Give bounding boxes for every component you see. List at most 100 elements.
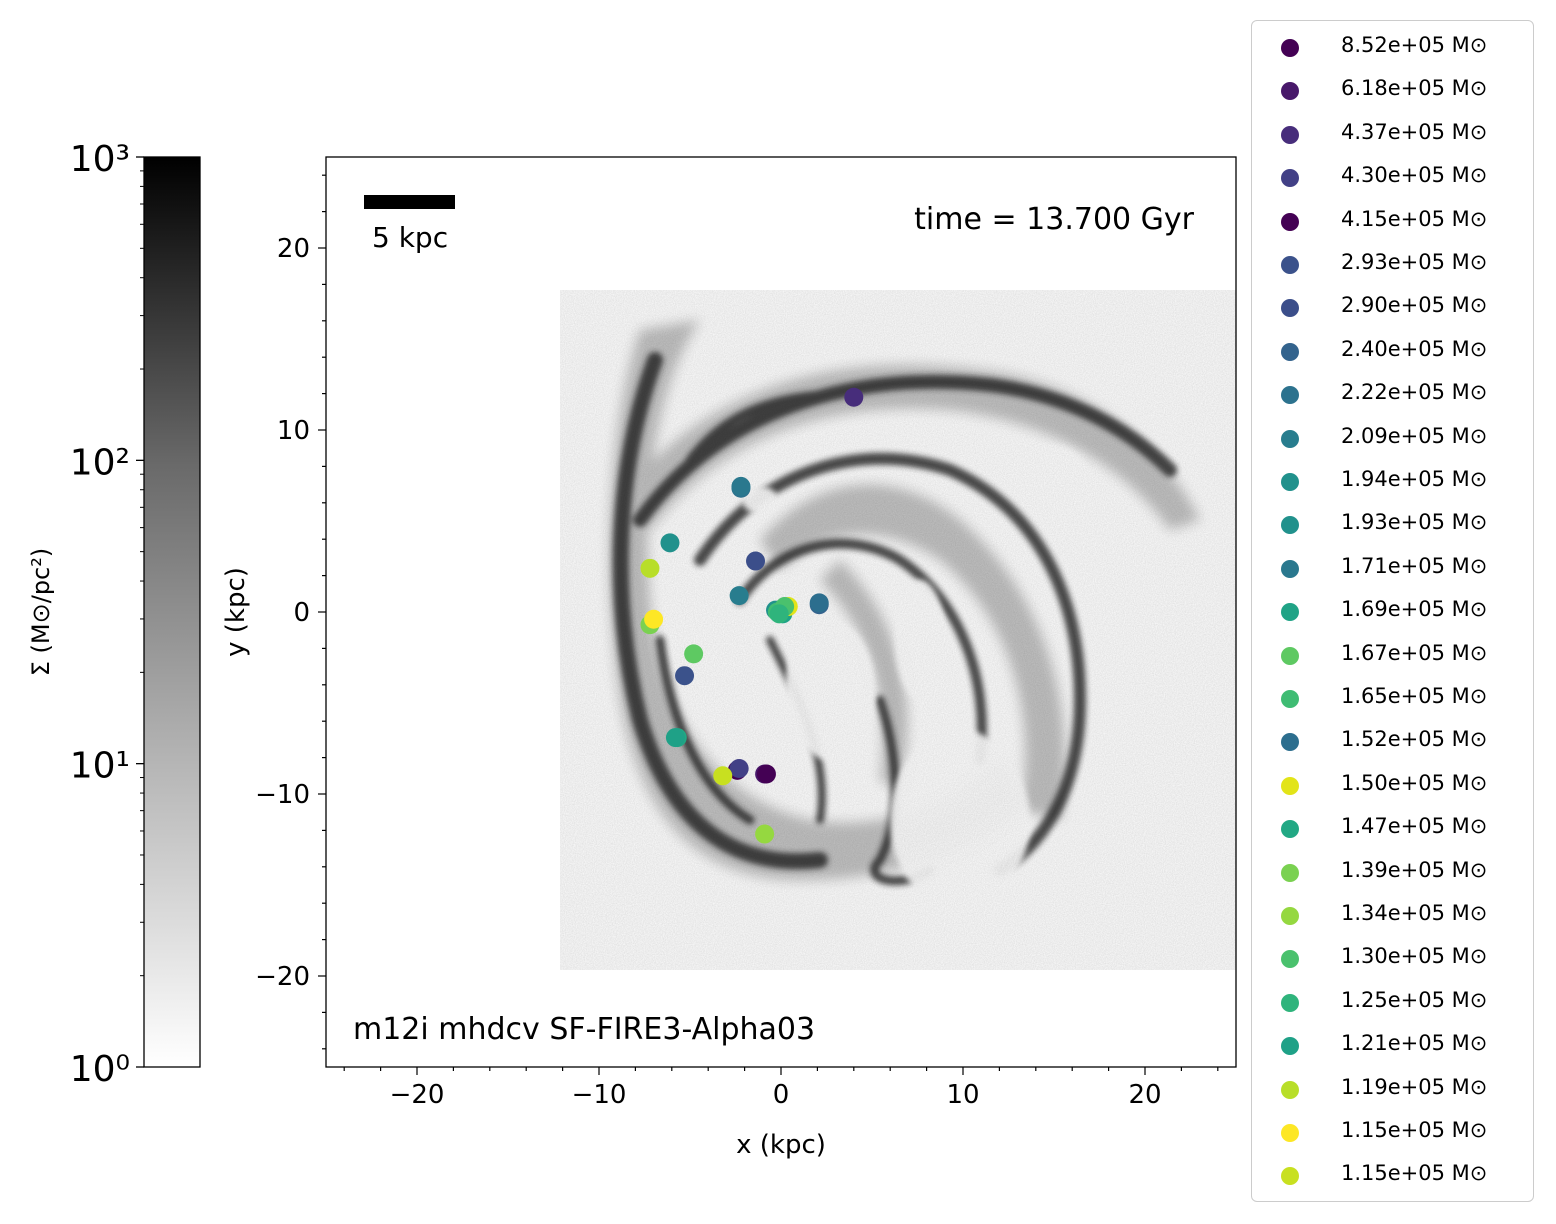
legend-marker: [1281, 299, 1299, 318]
legend-label: 1.19e+05 M⊙: [1341, 1074, 1488, 1099]
legend-marker: [1281, 907, 1299, 925]
legend-entry: 2.09e+05 M⊙: [1252, 422, 1533, 452]
legend-entry: 6.18e+05 M⊙: [1252, 74, 1533, 104]
colorbar-tick-label: 10⁰: [70, 1049, 130, 1090]
x-tick-label: 0: [773, 1080, 790, 1110]
colorbar-tick-label: 10³: [70, 139, 130, 180]
legend-marker: [1281, 993, 1299, 1012]
legend-label: 2.93e+05 M⊙: [1341, 250, 1488, 274]
x-axis-ticks: −20 −10 0 10 20: [343, 1067, 1219, 1110]
legend-marker: [1281, 386, 1299, 405]
legend-entry: 4.15e+05 M⊙: [1252, 205, 1533, 235]
legend-label: 1.94e+05 M⊙: [1341, 467, 1488, 491]
legend-entry: 1.69e+05 M⊙: [1252, 595, 1533, 625]
legend-entry: 1.65e+05 M⊙: [1252, 682, 1533, 712]
legend-marker: [1281, 690, 1299, 708]
colorbar: 10⁰ 10¹ 10² 10³ Σ (M⊙/pc²): [27, 139, 201, 1090]
legend-label: 8.52e+05 M⊙: [1341, 33, 1488, 57]
legend-label: 1.39e+05 M⊙: [1341, 857, 1488, 882]
legend-entry: 1.67e+05 M⊙: [1252, 639, 1533, 669]
scatter-point-11: [660, 533, 680, 553]
legend-label: 4.37e+05 M⊙: [1341, 119, 1488, 144]
legend-label: 2.22e+05 M⊙: [1341, 380, 1488, 405]
legend-label: 1.34e+05 M⊙: [1341, 901, 1488, 925]
legend-entry: 1.39e+05 M⊙: [1252, 856, 1533, 886]
legend-marker: [1281, 473, 1299, 491]
scatter-points: [640, 387, 864, 844]
legend-marker: [1281, 776, 1299, 795]
scatter-point-23: [769, 604, 789, 624]
scatter-point-26: [644, 609, 664, 629]
run-name-annotation: m12i mhdcv SF-FIRE3-Alpha03: [353, 1012, 815, 1047]
legend: 8.52e+05 M⊙ 6.18e+05 M⊙ 4.37e+05 M⊙ 4.30e+0…: [1251, 20, 1534, 1202]
x-axis-label: x (kpc): [736, 1130, 826, 1160]
legend-label: 6.18e+05 M⊙: [1341, 76, 1488, 101]
legend-marker: [1281, 342, 1299, 361]
legend-entry: 1.25e+05 M⊙: [1252, 986, 1533, 1016]
scatter-point-6: [675, 666, 695, 686]
legend-label: 2.40e+05 M⊙: [1341, 336, 1488, 361]
legend-marker: [1281, 82, 1299, 101]
legend-label: 2.09e+05 M⊙: [1341, 423, 1488, 448]
legend-entry: 1.94e+05 M⊙: [1252, 465, 1533, 495]
legend-label: 1.15e+05 M⊙: [1341, 1161, 1488, 1186]
legend-marker: [1281, 169, 1299, 188]
y-tick-label: −20: [255, 962, 310, 992]
legend-marker: [1281, 950, 1299, 969]
scatter-point-21: [755, 824, 775, 844]
scatter-point-15: [684, 644, 704, 664]
legend-label: 1.71e+05 M⊙: [1341, 553, 1488, 578]
legend-entry: 8.52e+05 M⊙: [1252, 31, 1533, 61]
legend-entry: 2.22e+05 M⊙: [1252, 378, 1533, 408]
legend-marker: [1281, 559, 1299, 578]
time-annotation: time = 13.700 Gyr: [914, 202, 1194, 237]
legend-marker: [1281, 256, 1299, 274]
scatter-point-13: [731, 476, 751, 496]
legend-marker: [1281, 603, 1299, 622]
scatter-point-27: [713, 766, 733, 786]
legend-label: 1.30e+05 M⊙: [1341, 944, 1488, 969]
scatter-point-10: [729, 586, 749, 606]
scatter-point-3: [844, 387, 864, 407]
y-axis-label: y (kpc): [221, 567, 251, 657]
legend-label: 1.65e+05 M⊙: [1341, 684, 1488, 708]
legend-marker: [1281, 1080, 1299, 1099]
legend-entry: 1.15e+05 M⊙: [1252, 1159, 1533, 1189]
scatter-point-17: [809, 593, 829, 613]
legend-marker: [1281, 1124, 1299, 1142]
colorbar-ticks: 10⁰ 10¹ 10² 10³: [70, 139, 144, 1090]
x-tick-label: 20: [1128, 1080, 1161, 1110]
scatter-point-25: [640, 558, 660, 578]
legend-label: 1.93e+05 M⊙: [1341, 510, 1488, 535]
y-axis-ticks: −20 −10 0 10 20: [255, 174, 326, 1050]
legend-label: 1.15e+05 M⊙: [1341, 1118, 1488, 1142]
legend-label: 4.30e+05 M⊙: [1341, 163, 1488, 188]
legend-entry: 1.52e+05 M⊙: [1252, 725, 1533, 755]
legend-marker: [1281, 39, 1299, 57]
colorbar-label: Σ (M⊙/pc²): [27, 548, 55, 676]
x-tick-label: 10: [946, 1080, 979, 1110]
legend-entry: 4.37e+05 M⊙: [1252, 118, 1533, 148]
legend-label: 1.67e+05 M⊙: [1341, 640, 1488, 665]
legend-marker: [1281, 646, 1299, 665]
y-tick-label: −10: [255, 780, 310, 810]
y-tick-label: 10: [277, 416, 310, 446]
x-tick-label: −20: [390, 1080, 445, 1110]
y-tick-label: 20: [277, 234, 310, 264]
legend-entry: 1.30e+05 M⊙: [1252, 942, 1533, 972]
legend-marker: [1281, 733, 1299, 752]
legend-label: 1.50e+05 M⊙: [1341, 770, 1488, 795]
colorbar-gradient: [143, 156, 201, 1068]
legend-label: 1.69e+05 M⊙: [1341, 597, 1488, 622]
scatter-point-4: [729, 759, 749, 779]
legend-marker: [1281, 1167, 1299, 1186]
legend-label: 1.25e+05 M⊙: [1341, 987, 1488, 1012]
legend-marker: [1281, 125, 1299, 144]
scatter-point-7: [746, 551, 766, 571]
scatter-point-24: [665, 728, 685, 748]
legend-marker: [1281, 820, 1299, 839]
colorbar-tick-label: 10²: [70, 442, 130, 483]
legend-label: 4.15e+05 M⊙: [1341, 206, 1488, 231]
legend-marker: [1281, 212, 1299, 231]
